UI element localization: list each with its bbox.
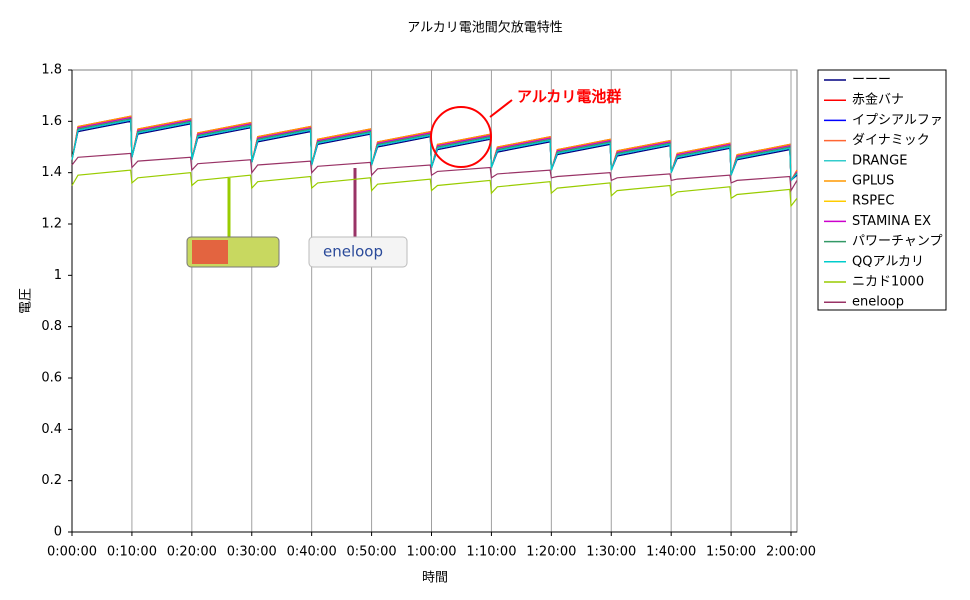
annotation-arrow [489,99,513,118]
plot-area [71,69,798,533]
x-tick-label: 1:30:00 [586,545,636,560]
x-tick-label: 1:20:00 [526,545,576,560]
annotation: アルカリ電池群 [517,88,621,106]
legend-label: eneloop [852,295,904,310]
y-tick-label: 1 [54,268,62,283]
legend-label: ーーー [852,73,891,88]
x-tick-label: 1:50:00 [706,545,756,560]
highlight-circle [430,106,492,168]
y-tick-label: 0.4 [41,422,62,437]
x-tick-label: 0:40:00 [287,545,337,560]
y-axis-title: 電圧 [19,288,34,314]
y-tick-label: 1.8 [41,63,62,78]
x-tick-label: 1:00:00 [406,545,456,560]
series-line [71,152,798,193]
x-axis-title: 時間 [422,571,448,586]
x-tick-label: 0:50:00 [347,545,397,560]
series-line [71,119,798,182]
chart-title: アルカリ電池間欠放電特性 [407,20,562,36]
x-tick-label: 1:40:00 [646,545,696,560]
legend-box [817,69,947,311]
legend-label: イプシアルファ [852,113,943,128]
y-tick-label: 0 [54,525,62,540]
y-tick-label: 0.8 [41,319,62,334]
series-line [71,169,798,208]
legend-label: STAMINA EX [852,214,931,229]
x-tick-label: 0:30:00 [227,545,277,560]
x-tick-label: 0:10:00 [107,545,157,560]
legend-label: GPLUS [852,174,894,189]
y-tick-label: 0.2 [41,473,62,488]
y-tick-label: 0.6 [41,371,62,386]
legend-label: RSPEC [852,194,894,209]
legend-label: ニカド1000 [852,275,924,290]
legend-label: パワーチャンプ [852,234,942,249]
legend-label: ダイナミック [852,133,930,148]
y-tick-label: 1.2 [41,217,62,232]
x-tick-label: 0:20:00 [167,545,217,560]
y-tick-label: 1.4 [41,165,62,180]
x-tick-label: 2:00:00 [766,545,816,560]
legend-label: DRANGE [852,153,907,168]
battery-image [308,236,408,268]
x-tick-label: 1:10:00 [466,545,516,560]
x-tick-label: 0:00:00 [47,545,97,560]
legend-label: 赤金バナ [852,92,904,108]
battery-label [192,240,228,264]
y-tick-label: 1.6 [41,114,62,129]
battery-text: eneloop [323,243,383,261]
legend-label: QQアルカリ [852,254,924,269]
